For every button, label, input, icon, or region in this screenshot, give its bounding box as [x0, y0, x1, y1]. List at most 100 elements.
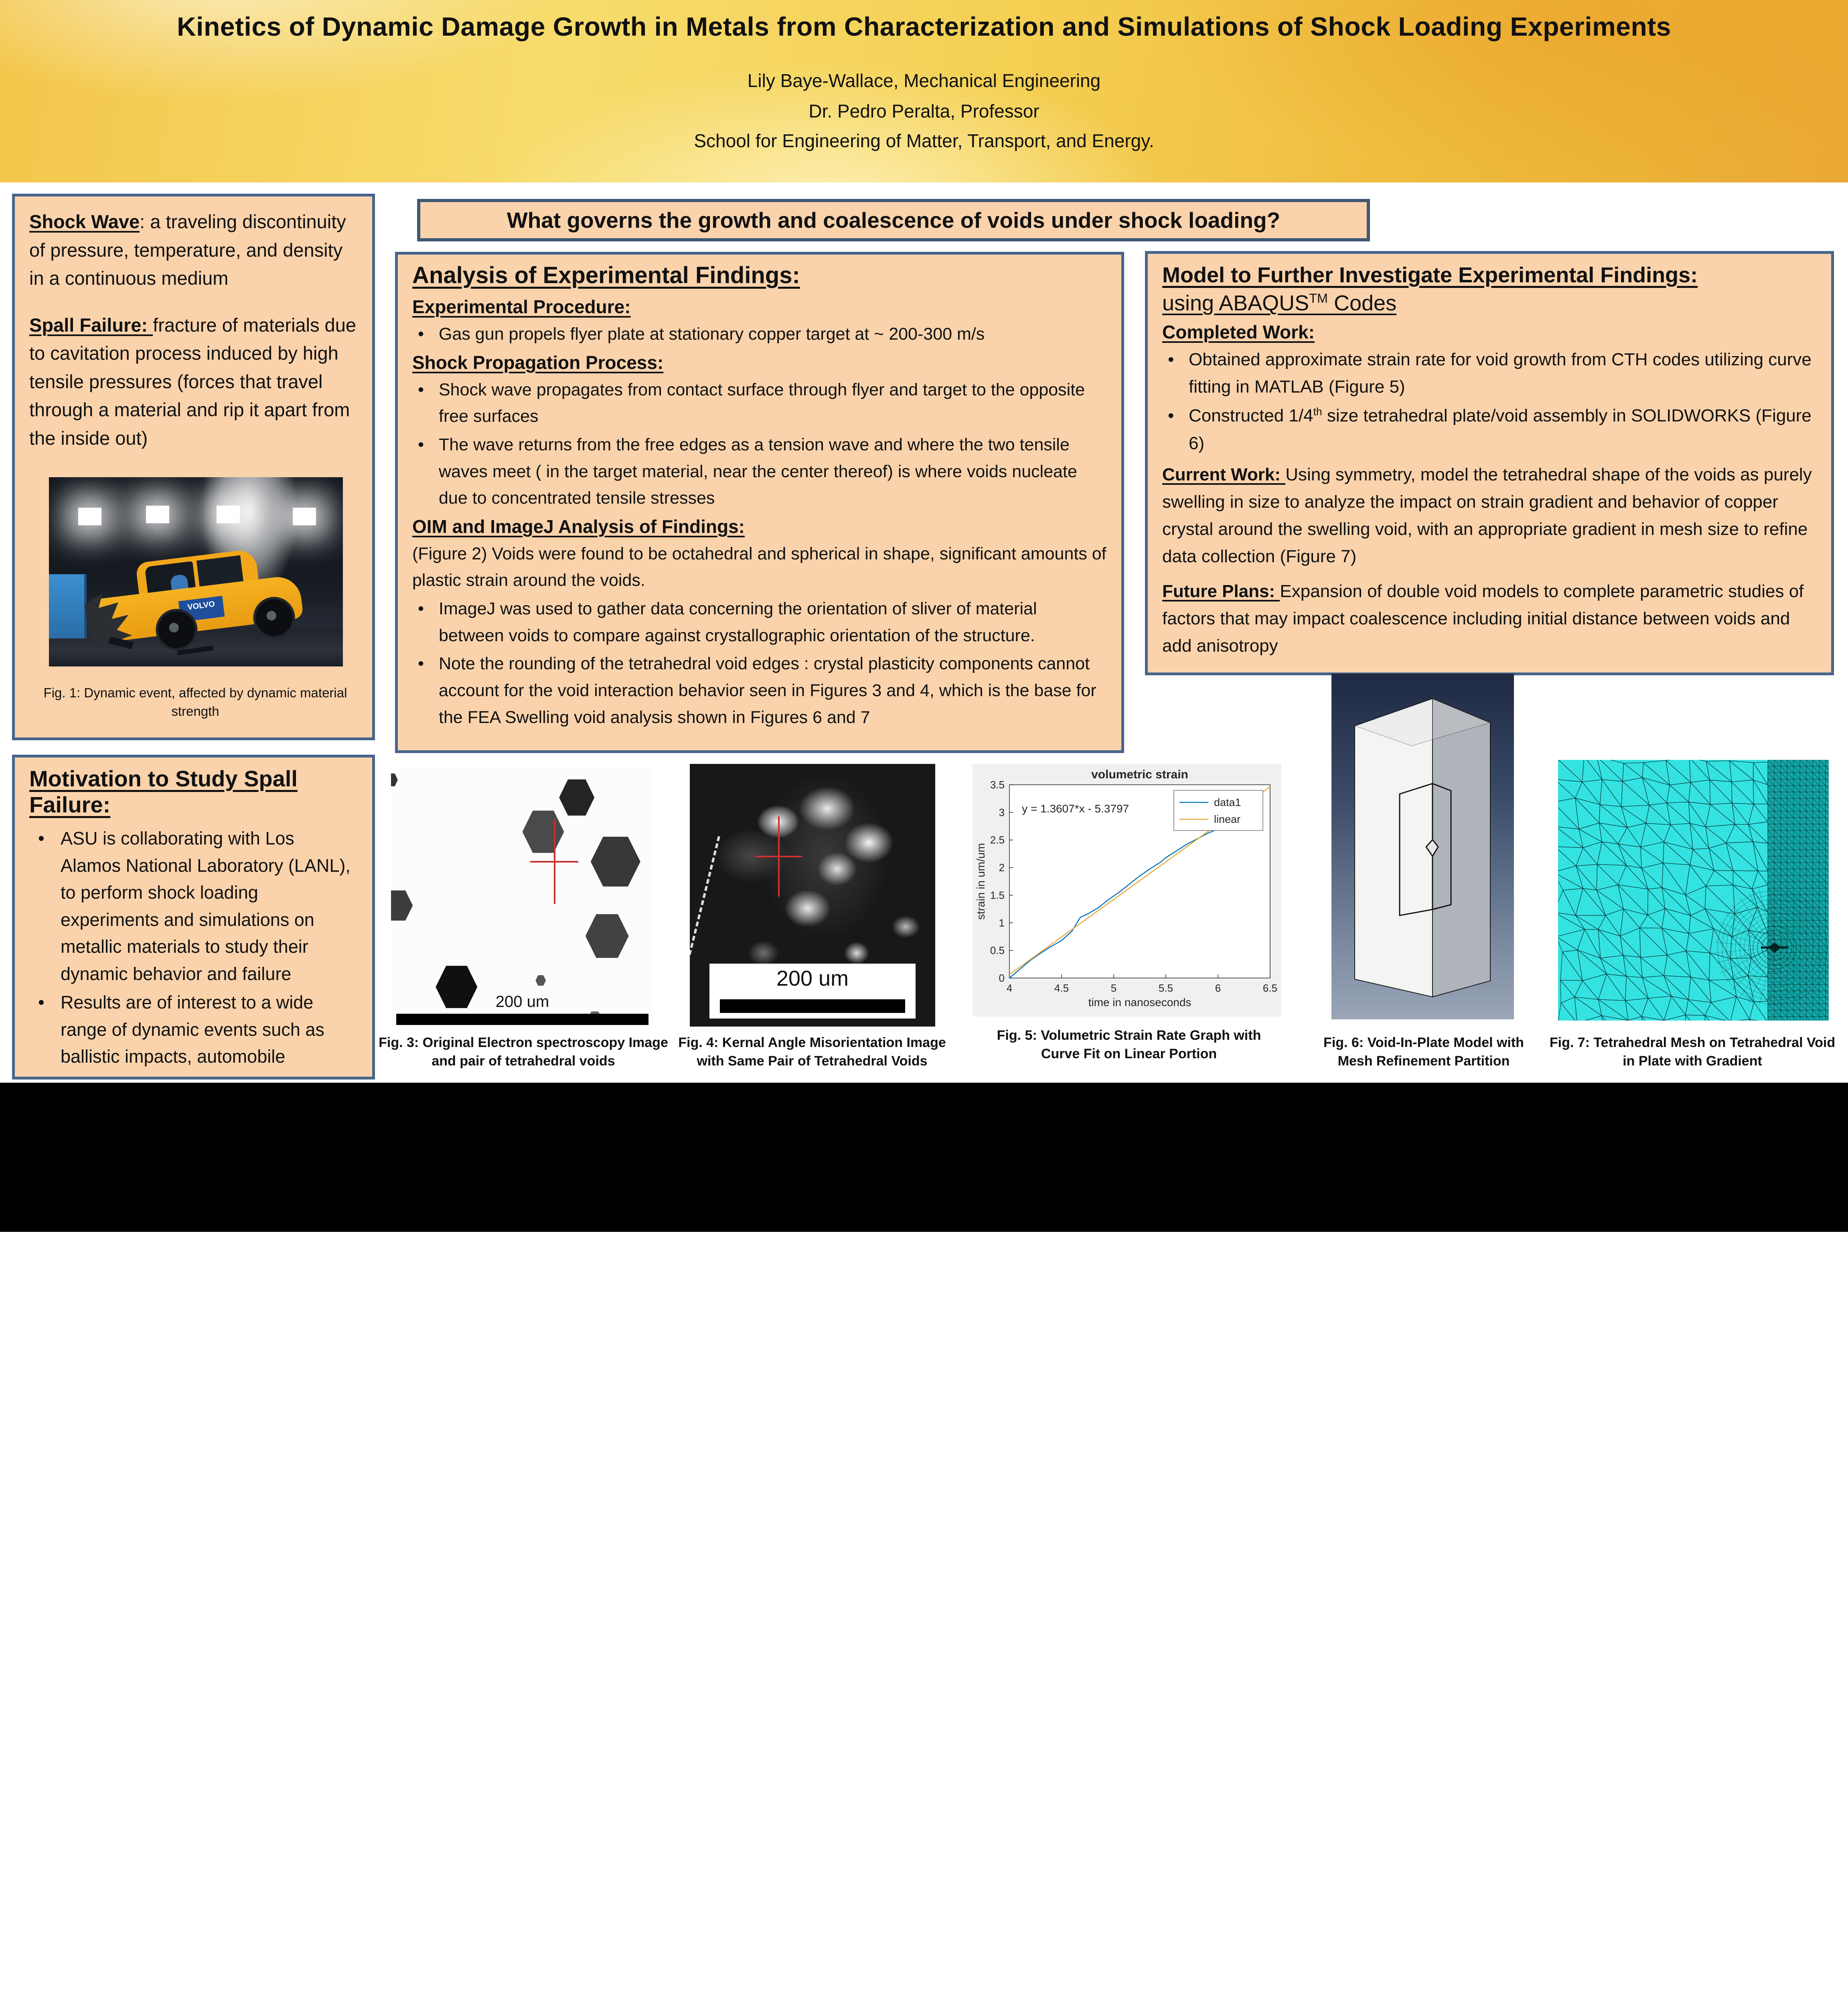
completed-work-heading: Completed Work:: [1162, 322, 1315, 342]
void-blob: [590, 836, 640, 887]
void-blob: [391, 773, 398, 786]
model-subtitle: using ABAQUSTM Codes: [1162, 291, 1397, 315]
wheel-hub: [266, 610, 277, 621]
motivation-bullet: ASU is collaborating with Los Alamos Nat…: [29, 825, 358, 987]
void-blob: [585, 914, 629, 958]
svg-text:4.5: 4.5: [1054, 982, 1069, 994]
experimental-procedure-heading: Experimental Procedure:: [412, 296, 631, 317]
svg-text:strain in um/um: strain in um/um: [975, 843, 987, 919]
analysis-paragraph: (Figure 2) Voids were found to be octahe…: [412, 544, 1106, 590]
plate-model-svg: [1353, 698, 1491, 998]
mesh-partition-side: [1432, 782, 1452, 910]
model-bullet: Constructed 1/4th size tetrahedral plate…: [1162, 402, 1817, 457]
svg-text:time in nanoseconds: time in nanoseconds: [1088, 996, 1191, 1009]
school-line: School for Engineering of Matter, Transp…: [694, 130, 1154, 151]
svg-text:3.5: 3.5: [990, 779, 1005, 791]
footer-bar: FURI ASU ® Ira A. Fulton Schools of Engi…: [0, 1083, 1848, 1232]
studio-light: [78, 507, 102, 525]
shock-wave-definition: Shock Wave: a traveling discontinuity of…: [29, 208, 358, 293]
studio-light: [146, 505, 169, 523]
svg-text:3: 3: [999, 806, 1005, 818]
svg-text:6: 6: [1215, 982, 1221, 994]
model-heading: Model to Further Investigate Experimenta…: [1162, 263, 1698, 287]
motivation-bullet: Results are of interest to a wide range …: [29, 989, 358, 1077]
fig1-crash-test-image: VOLVO: [49, 477, 343, 666]
spall-failure-term: Spall Failure:: [29, 314, 153, 336]
shock-wave-term: Shock Wave: [29, 211, 140, 232]
fig3-scale-bar: [396, 1013, 648, 1025]
plate-side-face: [1432, 698, 1491, 998]
svg-text:2: 2: [999, 862, 1005, 874]
fig7-tetrahedral-mesh-image: [1552, 754, 1832, 1047]
fig6-caption: Fig. 6: Void-In-Plate Model with Mesh Re…: [1323, 1035, 1524, 1069]
motivation-heading: Motivation to Study Spall Failure:: [29, 766, 298, 817]
motivation-box: Motivation to Study Spall Failure: ASU i…: [12, 755, 375, 1079]
red-cross-marker: [530, 861, 579, 863]
wheel-hub: [168, 622, 180, 633]
void-blob: [559, 779, 595, 816]
crash-barrier: [49, 574, 87, 638]
analysis-bullet: Note the rounding of the tetrahedral voi…: [412, 650, 1107, 731]
fig3-electron-spectroscopy-image: 200 um: [391, 768, 654, 1027]
svg-text:2.5: 2.5: [990, 834, 1005, 846]
spall-failure-definition: Spall Failure: fracture of materials due…: [29, 311, 358, 453]
definitions-box: Shock Wave: a traveling discontinuity of…: [12, 194, 375, 740]
strain-chart-svg: 4 4.5 5 5.5 6 6.5 0 0.5 1 1.5 2 2.5 3 3.5 volumetric s…: [973, 764, 1281, 1017]
svg-text:data1: data1: [1214, 796, 1241, 808]
fig7-caption: Fig. 7: Tetrahedral Mesh on Tetrahedral …: [1549, 1035, 1836, 1069]
fig3-caption: Fig. 3: Original Electron spectroscopy I…: [379, 1035, 668, 1069]
fig4-caption: Fig. 4: Kernal Angle Misorientation Imag…: [678, 1035, 946, 1069]
oim-imagej-heading: OIM and ImageJ Analysis of Findings:: [412, 516, 745, 537]
analysis-bullet: Shock wave propagates from contact surfa…: [412, 377, 1107, 430]
void-blob: [535, 975, 546, 986]
advisor-line: Dr. Pedro Peralta, Professor: [808, 101, 1040, 122]
research-question: What governs the growth and coalescence …: [507, 208, 1281, 233]
model-bullet: Obtained approximate strain rate for voi…: [1162, 346, 1817, 401]
analysis-box: Analysis of Experimental Findings: Exper…: [395, 252, 1124, 753]
svg-text:5: 5: [1111, 982, 1116, 994]
analysis-bullet: The wave returns from the free edges as …: [412, 431, 1107, 512]
svg-text:linear: linear: [1214, 813, 1240, 825]
void-blob: [436, 966, 478, 1008]
crash-test-car: VOLVO: [87, 539, 304, 653]
svg-text:6.5: 6.5: [1263, 982, 1277, 994]
fig4-kernel-angle-misorientation-image: 200 um: [690, 764, 935, 1027]
author-line: Lily Baye-Wallace, Mechanical Engineerin…: [747, 70, 1101, 91]
svg-text:1: 1: [999, 917, 1005, 929]
svg-text:0: 0: [999, 972, 1005, 984]
svg-text:5.5: 5.5: [1159, 982, 1173, 994]
fig3-scale-label: 200 um: [495, 993, 549, 1011]
svg-text:1.5: 1.5: [990, 889, 1005, 901]
fig4-scale-bar: [719, 999, 906, 1013]
current-work-label: Current Work:: [1162, 464, 1286, 484]
fig6-void-in-plate-model: [1331, 674, 1514, 1019]
void-blob: [522, 810, 564, 853]
void-diamond: [1425, 838, 1439, 857]
svg-text:volumetric strain: volumetric strain: [1091, 768, 1188, 781]
svg-text:4: 4: [1007, 982, 1012, 994]
shock-wave-text: : a traveling discontinuity of pressure,…: [29, 211, 346, 289]
future-plans-paragraph: Future Plans: Expansion of double void m…: [1162, 581, 1804, 656]
red-cross-marker: [756, 856, 802, 858]
fig4-scale-label: 200 um: [776, 966, 849, 990]
header-banner: Kinetics of Dynamic Damage Growth in Met…: [0, 0, 1848, 182]
poster-title: Kinetics of Dynamic Damage Growth in Met…: [176, 12, 1672, 41]
analysis-bullet: ImageJ was used to gather data concernin…: [412, 595, 1107, 649]
svg-text:0.5: 0.5: [990, 944, 1005, 956]
fig5-volumetric-strain-chart: 4 4.5 5 5.5 6 6.5 0 0.5 1 1.5 2 2.5 3 3.5 volumetric s…: [973, 764, 1281, 1017]
fig1-caption: Fig. 1: Dynamic event, affected by dynam…: [43, 685, 347, 719]
fig5-caption: Fig. 5: Volumetric Strain Rate Graph wit…: [997, 1028, 1261, 1061]
plate-top-face: [1353, 698, 1491, 747]
research-question-banner: What governs the growth and coalescence …: [417, 199, 1370, 241]
mesh-svg: [1552, 754, 1832, 1047]
spall-failure-text: fracture of materials due to cavitation …: [29, 314, 356, 449]
analysis-heading: Analysis of Experimental Findings:: [412, 262, 800, 288]
fig4-scale-box: 200 um: [709, 963, 916, 1019]
model-box: Model to Further Investigate Experimenta…: [1145, 251, 1834, 675]
future-plans-label: Future Plans:: [1162, 581, 1280, 601]
svg-text:y = 1.3607*x - 5.3797: y = 1.3607*x - 5.3797: [1022, 802, 1129, 815]
current-work-paragraph: Current Work: Using symmetry, model the …: [1162, 464, 1812, 567]
shock-propagation-heading: Shock Propagation Process:: [412, 352, 664, 373]
void-blob: [391, 890, 413, 921]
analysis-bullet: Gas gun propels flyer plate at stationar…: [412, 321, 1107, 348]
